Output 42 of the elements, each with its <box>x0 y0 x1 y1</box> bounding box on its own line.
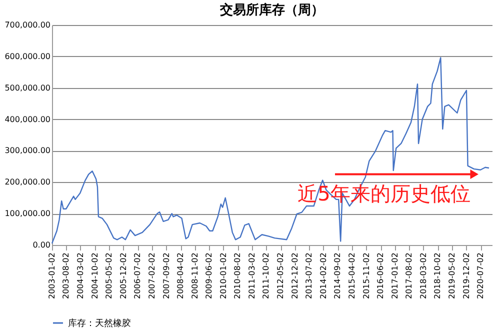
y-tick-label: 400,000.00 <box>4 114 50 124</box>
x-tick-label: 2004-10-02 <box>90 252 100 299</box>
x-tick-label: 2017-01-02 <box>390 252 400 299</box>
x-tick-label: 2011-10-02 <box>262 252 271 299</box>
x-tick-label: 2019-12-02 <box>462 252 471 299</box>
x-tick-label: 2007-09-02 <box>162 252 171 299</box>
x-tick-label: 2017-08-02 <box>404 252 414 299</box>
y-tick-label: 300,000.00 <box>4 146 50 156</box>
y-tick-label: 500,000.00 <box>4 83 50 92</box>
x-tick-label: 2020-07-02 <box>476 252 486 299</box>
x-tick-label: 2015-04-02 <box>347 252 356 299</box>
legend-label: 库存：天然橡胶 <box>68 318 131 329</box>
x-tick-label: 2010-08-02 <box>233 252 242 299</box>
x-tick-label: 2003-01-02 <box>48 252 56 299</box>
x-tick-label: 2008-04-02 <box>176 252 186 299</box>
chart-title: 交易所库存（周） <box>219 2 324 18</box>
x-tick-label: 2005-05-02 <box>104 252 114 299</box>
x-tick-label: 2016-06-02 <box>376 252 386 299</box>
x-tick-label: 2013-07-02 <box>304 252 314 299</box>
x-tick-label: 2007-02-02 <box>148 252 157 299</box>
x-tick-label: 2018-03-02 <box>418 252 428 299</box>
line-series <box>51 57 490 244</box>
y-tick-label: 700,000.00 <box>4 20 50 30</box>
x-tick-label: 2014-02-02 <box>318 252 328 299</box>
y-tick-label: 0.00 <box>32 240 50 250</box>
x-tick-label: 2011-03-02 <box>247 252 256 299</box>
x-tick-label: 2009-06-02 <box>204 252 214 299</box>
x-tick-label: 2012-12-02 <box>290 252 300 299</box>
x-tick-label: 2018-10-02 <box>433 252 442 299</box>
x-tick-label: 2019-05-02 <box>447 252 456 299</box>
x-tick-label: 2006-07-02 <box>133 252 142 299</box>
x-tick-label: 2008-11-02 <box>190 252 200 299</box>
y-tick-label: 100,000.00 <box>4 209 50 218</box>
x-tick-label: 2015-11-02 <box>362 252 371 299</box>
x-tick-label: 2012-05-02 <box>276 252 286 299</box>
y-tick-label: 600,000.00 <box>4 52 50 61</box>
x-tick-label: 2004-03-02 <box>76 252 85 299</box>
x-tick-label: 2003-08-02 <box>62 252 71 299</box>
x-tick-label: 2014-09-02 <box>333 252 342 299</box>
x-tick-label: 2005-12-02 <box>118 252 128 299</box>
y-tick-label: 200,000.00 <box>4 178 50 187</box>
x-tick-label: 2010-01-02 <box>218 252 228 299</box>
